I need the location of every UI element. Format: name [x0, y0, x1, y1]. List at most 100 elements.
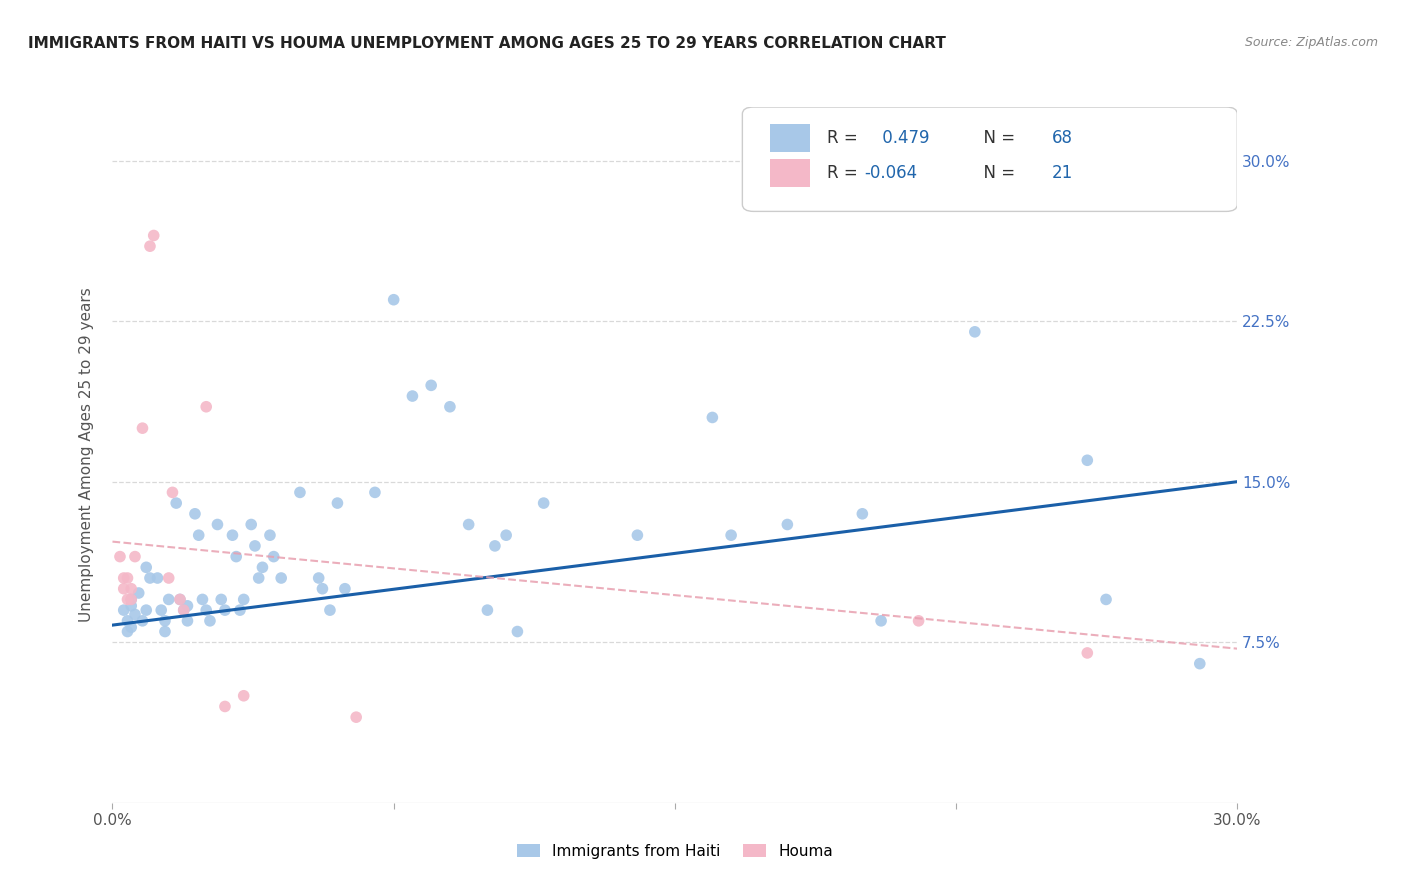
Point — [232, 689, 254, 703]
Point — [1076, 646, 1098, 660]
Point — [165, 496, 187, 510]
Point — [169, 592, 191, 607]
Point — [128, 586, 150, 600]
Point — [270, 571, 292, 585]
Point — [401, 389, 423, 403]
FancyBboxPatch shape — [770, 124, 810, 153]
Point — [319, 603, 342, 617]
Point — [308, 571, 330, 585]
Text: R =: R = — [827, 129, 863, 147]
Point — [108, 549, 131, 564]
Point — [259, 528, 281, 542]
Text: N =: N = — [973, 129, 1021, 147]
Point — [173, 603, 195, 617]
Point — [150, 603, 173, 617]
Point — [484, 539, 506, 553]
Point — [112, 571, 135, 585]
Point — [153, 614, 176, 628]
Point — [142, 228, 165, 243]
Text: 68: 68 — [1052, 129, 1073, 147]
Point — [963, 325, 986, 339]
Point — [420, 378, 443, 392]
Point — [702, 410, 724, 425]
Point — [457, 517, 479, 532]
Point — [187, 528, 209, 542]
Text: N =: N = — [973, 164, 1021, 182]
Point — [117, 592, 139, 607]
Point — [117, 614, 139, 628]
Point — [333, 582, 356, 596]
Text: IMMIGRANTS FROM HAITI VS HOUMA UNEMPLOYMENT AMONG AGES 25 TO 29 YEARS CORRELATIO: IMMIGRANTS FROM HAITI VS HOUMA UNEMPLOYM… — [28, 36, 946, 51]
Point — [214, 699, 236, 714]
Point — [626, 528, 648, 542]
Point — [214, 603, 236, 617]
Point — [229, 603, 252, 617]
Y-axis label: Unemployment Among Ages 25 to 29 years: Unemployment Among Ages 25 to 29 years — [79, 287, 94, 623]
Point — [364, 485, 387, 500]
Point — [495, 528, 517, 542]
Point — [1188, 657, 1211, 671]
Point — [776, 517, 799, 532]
Point — [907, 614, 929, 628]
FancyBboxPatch shape — [742, 107, 1237, 211]
Point — [120, 620, 142, 634]
Point — [382, 293, 405, 307]
Point — [117, 624, 139, 639]
Text: Source: ZipAtlas.com: Source: ZipAtlas.com — [1244, 36, 1378, 49]
Point — [240, 517, 263, 532]
Point — [173, 603, 195, 617]
Point — [263, 549, 285, 564]
Point — [326, 496, 349, 510]
Point — [135, 603, 157, 617]
Text: 21: 21 — [1052, 164, 1073, 182]
Point — [120, 592, 142, 607]
Point — [195, 400, 218, 414]
Point — [120, 599, 142, 613]
Point — [288, 485, 311, 500]
Point — [117, 571, 139, 585]
Point — [169, 592, 191, 607]
Point — [209, 592, 232, 607]
Point — [477, 603, 499, 617]
Point — [139, 239, 162, 253]
Point — [506, 624, 529, 639]
Point — [120, 592, 142, 607]
Point — [720, 528, 742, 542]
Point — [191, 592, 214, 607]
Point — [870, 614, 893, 628]
Point — [207, 517, 229, 532]
Point — [247, 571, 270, 585]
Point — [153, 624, 176, 639]
Point — [135, 560, 157, 574]
Point — [124, 607, 146, 622]
Point — [1076, 453, 1098, 467]
Point — [157, 571, 180, 585]
Point — [131, 614, 153, 628]
Legend: Immigrants from Haiti, Houma: Immigrants from Haiti, Houma — [510, 838, 839, 864]
Point — [1095, 592, 1118, 607]
Point — [124, 549, 146, 564]
Point — [112, 603, 135, 617]
Text: 0.479: 0.479 — [877, 129, 929, 147]
Point — [243, 539, 266, 553]
Point — [851, 507, 873, 521]
Point — [252, 560, 274, 574]
Point — [112, 582, 135, 596]
Point — [221, 528, 243, 542]
Point — [225, 549, 247, 564]
Point — [176, 614, 198, 628]
Point — [131, 421, 153, 435]
Point — [439, 400, 461, 414]
Point — [195, 603, 218, 617]
Text: R =: R = — [827, 164, 863, 182]
Point — [232, 592, 254, 607]
Point — [184, 507, 207, 521]
Point — [311, 582, 333, 596]
FancyBboxPatch shape — [770, 159, 810, 187]
Point — [344, 710, 367, 724]
Text: -0.064: -0.064 — [863, 164, 917, 182]
Point — [146, 571, 169, 585]
Point — [120, 582, 142, 596]
Point — [533, 496, 555, 510]
Point — [162, 485, 184, 500]
